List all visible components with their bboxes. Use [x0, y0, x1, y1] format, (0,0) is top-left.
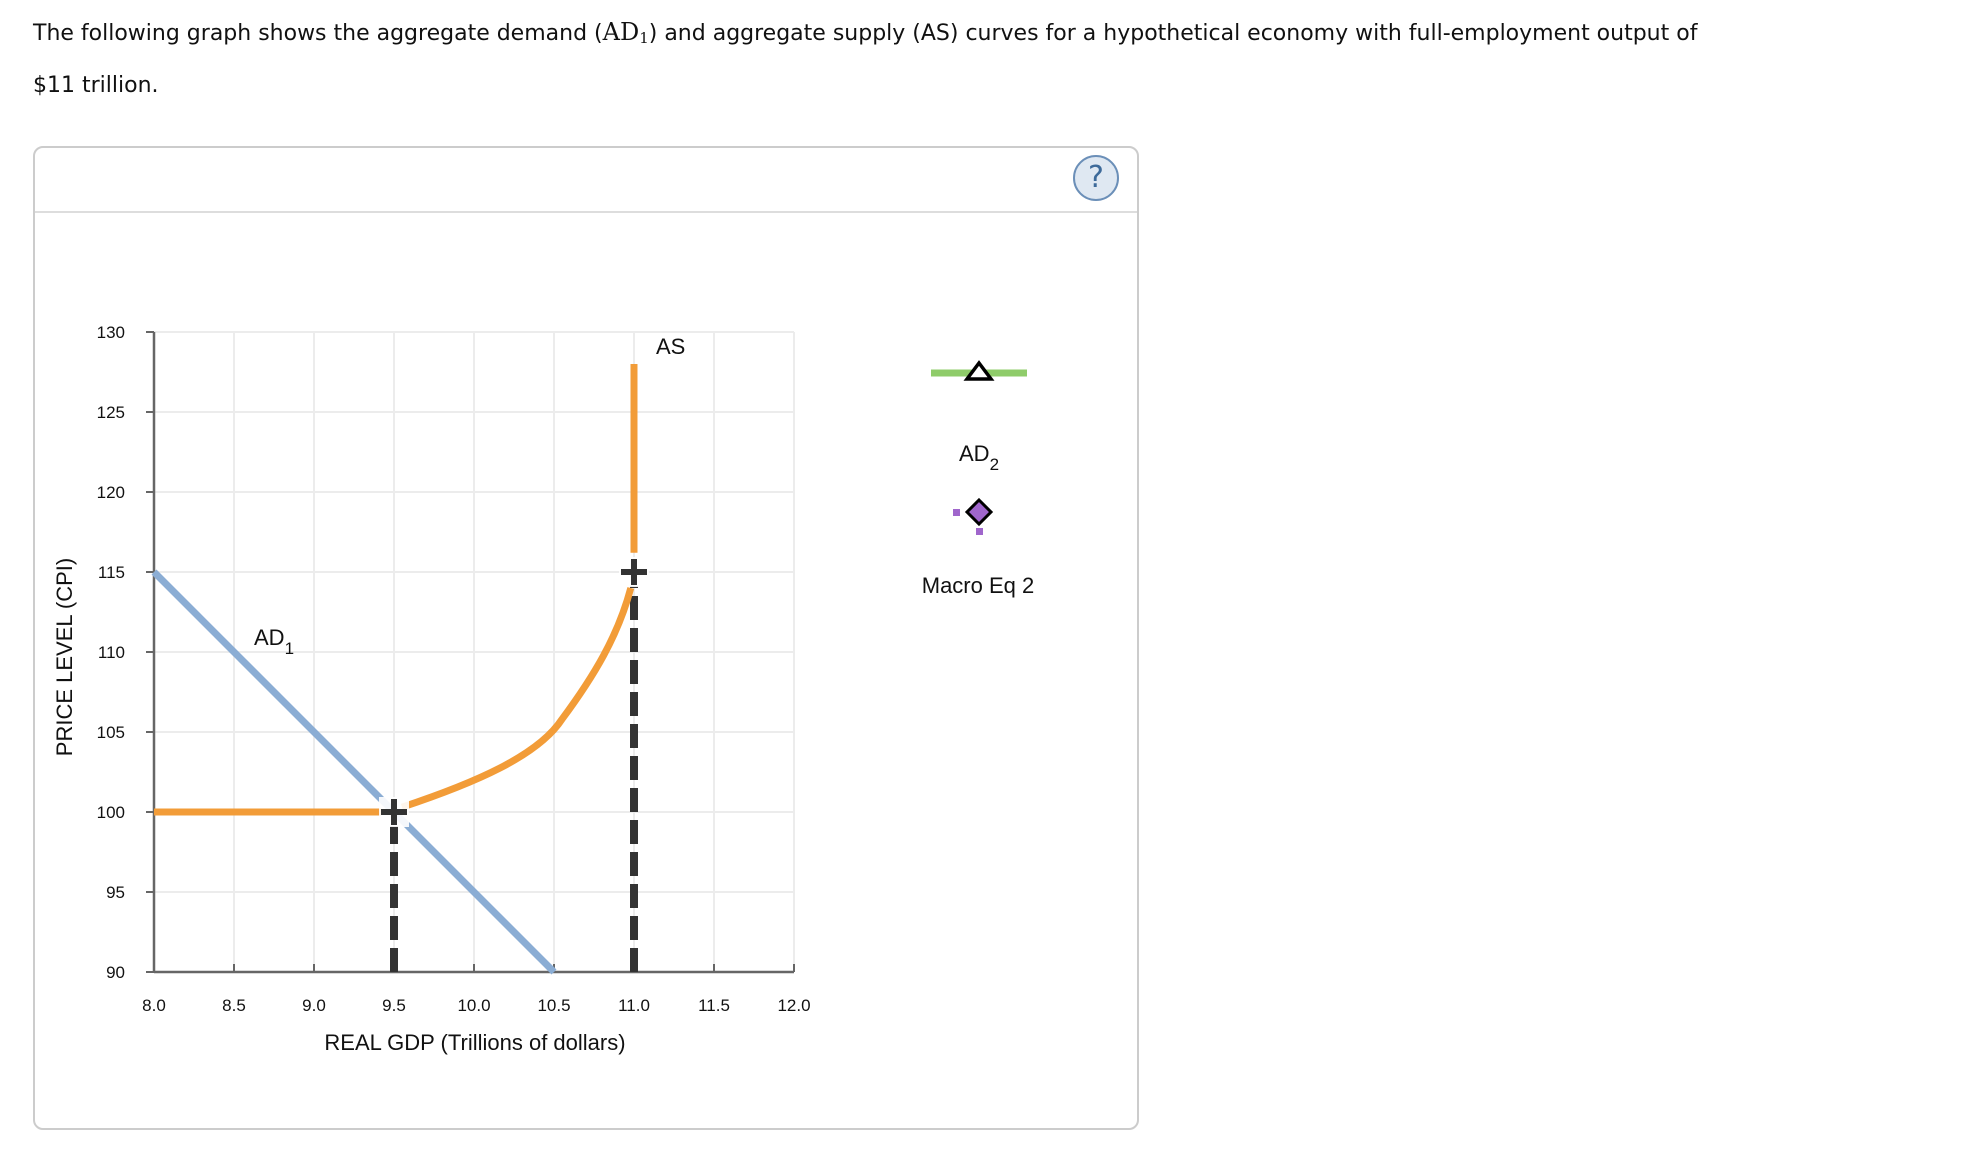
legend-ad2-label: AD2	[959, 441, 999, 474]
x-tick-label: 8.0	[142, 996, 166, 1015]
legend: AD2 Macro Eq 2	[922, 360, 1035, 598]
x-axis-title: REAL GDP (Trillions of dollars)	[324, 1030, 625, 1055]
as-curve-upward[interactable]	[400, 587, 635, 811]
y-tick-label: 120	[97, 483, 125, 502]
question-line-1: The following graph shows the aggregate …	[33, 18, 1698, 47]
x-tick-label: 12.0	[777, 996, 810, 1015]
legend-item-macro-eq-2[interactable]: Macro Eq 2	[922, 497, 1035, 598]
x-tick-label: 10.5	[537, 996, 570, 1015]
ad1-curve[interactable]	[151, 569, 557, 975]
triangle-icon	[963, 360, 995, 381]
dashed-guide-lines	[390, 586, 638, 972]
x-tick-label: 9.5	[382, 996, 406, 1015]
y-tick-label: 100	[97, 803, 125, 822]
as-label: AS	[656, 334, 685, 359]
grid	[154, 331, 795, 972]
curves[interactable]	[151, 364, 638, 975]
y-tick-label: 125	[97, 403, 125, 422]
purple-diamond-icon	[964, 497, 994, 527]
question-text: The following graph shows the aggregate …	[33, 8, 1933, 110]
y-tick-label: 110	[98, 643, 125, 662]
ad1-symbol: AD1	[602, 18, 649, 47]
y-tick-label: 90	[106, 963, 125, 982]
x-tick-label: 8.5	[222, 996, 246, 1015]
y-tick-label: 105	[97, 723, 125, 742]
y-tick-label: 95	[106, 883, 125, 902]
y-axis-title: PRICE LEVEL (CPI)	[52, 558, 77, 756]
legend-macro-eq-label: Macro Eq 2	[922, 573, 1035, 598]
purple-square-icon	[953, 509, 960, 516]
plus-marker-icon[interactable]	[379, 797, 409, 827]
ad1-label: AD1	[254, 625, 294, 658]
panel-header: ?	[35, 148, 1137, 213]
markers[interactable]	[379, 557, 649, 827]
x-tick-label: 11.5	[698, 996, 730, 1015]
x-tick-label: 10.0	[457, 996, 490, 1015]
help-icon[interactable]: ?	[1073, 155, 1119, 201]
y-tick-label: 115	[98, 563, 125, 582]
legend-item-ad2[interactable]: AD2	[931, 360, 1027, 474]
purple-square-icon	[976, 528, 983, 535]
question-line-2: $11 trillion.	[33, 73, 159, 98]
axes: 8.0 8.5 9.0 9.5 10.0 10.5 11.0 11.5 12.0 90 95 100 1…	[97, 323, 811, 1015]
plus-marker-icon[interactable]	[619, 557, 649, 587]
x-tick-label: 9.0	[302, 996, 326, 1015]
x-tick-label: 11.0	[618, 996, 650, 1015]
y-tick-label: 130	[97, 323, 125, 342]
